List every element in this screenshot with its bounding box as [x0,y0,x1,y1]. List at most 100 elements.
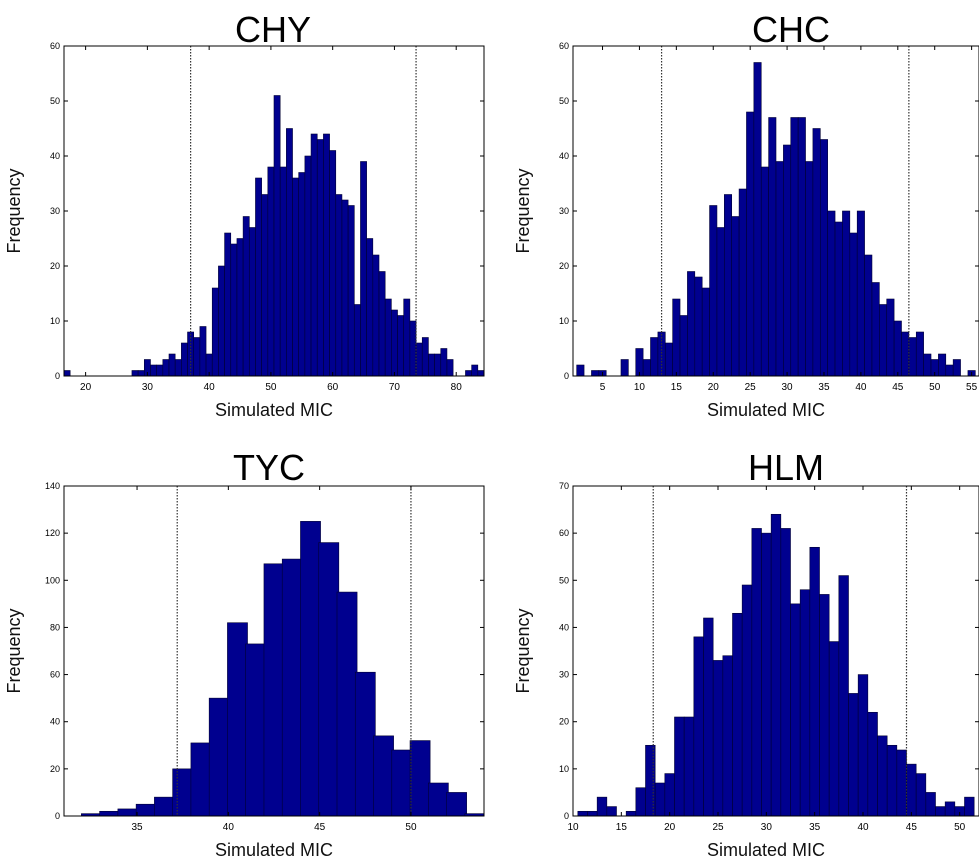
histogram-bar [834,221,843,376]
histogram-bar [848,693,859,816]
histogram-bar [701,287,710,376]
histogram-bar [856,210,865,376]
histogram-bar [428,353,435,376]
histogram-bar [797,117,806,376]
histogram-bar [596,796,608,816]
chart-title: HLM [748,447,824,488]
histogram-bar [347,205,355,376]
x-tick-label: 50 [405,822,417,833]
histogram-bar [187,331,195,376]
x-tick-label: 50 [265,382,277,393]
histogram-bar [218,265,225,376]
histogram-bar [716,227,725,376]
histogram-bar [329,150,337,376]
x-tick-label: 35 [818,382,830,393]
x-tick-label: 50 [929,382,941,393]
histogram-bar [901,331,910,376]
x-tick-label: 40 [857,822,869,833]
histogram-bar [886,298,895,376]
histogram-bar [391,309,398,376]
histogram-bar [208,697,230,816]
histogram-bar [746,111,755,376]
histogram-bar [886,744,898,816]
histogram-bar [709,205,718,376]
histogram-bar [896,749,907,816]
histogram-bar [925,792,936,816]
histogram-bar [915,773,927,816]
x-tick-label: 80 [451,382,463,393]
histogram-bar [211,287,219,376]
y-axis-label: Frequency [513,608,533,693]
histogram-bar [378,271,386,376]
y-tick-label: 30 [50,206,60,216]
histogram-bar [304,155,312,376]
y-tick-label: 120 [45,528,60,538]
histogram-bar [64,370,71,376]
histogram-bar [819,139,828,376]
histogram-bar [674,716,685,816]
x-tick-label: 35 [131,822,143,833]
histogram-bar [732,612,743,816]
y-tick-label: 0 [55,811,60,821]
histogram-bar [446,792,467,816]
histogram-bar [812,128,821,376]
chart-panel-chy: 20 30 40 50 60 70 80 0 10 20 30 40 50 60 CHY Simulated … [4,9,485,420]
y-tick-label: 40 [50,151,60,161]
histogram-bar [391,749,413,816]
histogram-bar [828,641,840,816]
y-tick-label: 50 [559,575,569,585]
x-tick-label: 55 [966,382,978,393]
y-axis-label: Frequency [4,608,24,693]
y-tick-label: 70 [559,481,569,491]
y-tick-label: 10 [559,764,569,774]
histogram-bar [230,243,238,376]
histogram-bar [263,563,285,816]
histogram-bar [281,558,303,816]
histogram-bar [620,359,629,376]
y-tick-label: 60 [559,528,569,538]
histogram-bar [434,353,442,376]
histogram-bar [761,532,772,816]
histogram-bar [384,298,392,376]
x-tick-label: 15 [671,382,683,393]
x-tick-label: 5 [600,382,606,393]
bars [576,62,976,376]
histogram-bar [877,735,888,816]
histogram-bar [336,591,358,816]
histogram-bar [421,337,429,376]
histogram-bar [650,337,659,376]
histogram-bar [300,521,321,816]
y-tick-label: 20 [559,717,569,727]
histogram-bar [292,177,300,376]
histogram-bar [938,353,947,376]
x-axis-label: Simulated MIC [215,840,333,860]
histogram-bar [224,232,232,376]
histogram-bar [780,528,791,816]
histogram-bar [255,177,262,376]
x-axis-label: Simulated MIC [707,400,825,420]
plot-frame [572,485,979,817]
histogram-bar [760,166,769,376]
histogram-bar [964,796,975,816]
y-tick-label: 0 [55,371,60,381]
histogram-bar [790,117,799,376]
y-tick-label: 40 [559,151,569,161]
x-tick-label: 30 [142,382,154,393]
histogram-bar [945,364,954,376]
y-tick-label: 60 [559,41,569,51]
histogram-bar [879,304,888,376]
histogram-bar [227,622,248,816]
histogram-bar [693,636,704,816]
histogram-bar [731,216,740,376]
x-tick-label: 40 [223,822,235,833]
histogram-bar [273,95,281,376]
histogram-bar [867,711,878,816]
y-axis-label: Frequency [513,168,533,253]
histogram-bar [174,359,182,376]
histogram-bar [137,370,145,376]
histogram-bar [606,806,617,816]
histogram-bar [193,337,201,376]
histogram-bar [298,172,306,376]
histogram-bar [944,801,956,816]
